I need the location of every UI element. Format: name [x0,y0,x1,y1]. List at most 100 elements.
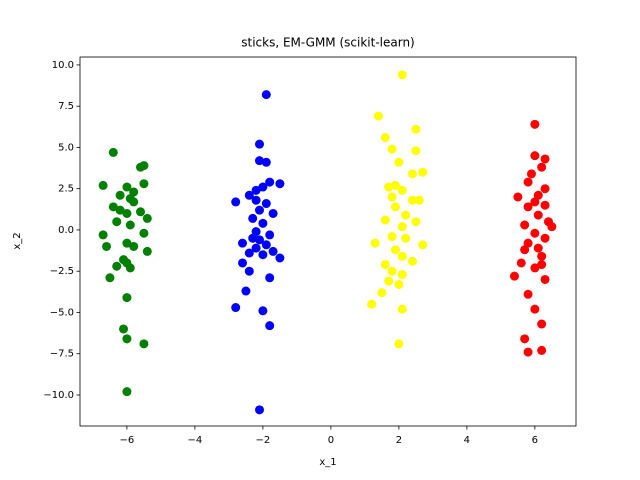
scatter-point [537,260,547,270]
scatter-point [251,195,261,205]
x-tick-label: 4 [464,435,470,446]
scatter-point [380,215,390,225]
scatter-point [407,195,417,205]
scatter-point [418,167,428,177]
x-tick-label: −2 [256,435,271,446]
scatter-point [530,263,540,273]
scatter-point [122,334,132,344]
scatter-point [136,207,146,217]
scatter-point [516,258,526,268]
scatter-point [238,238,248,248]
scatter-point [530,119,540,129]
scatter-point [418,240,428,250]
scatter-point [520,334,530,344]
scatter-point [394,279,404,289]
y-tick-label: 10.0 [52,60,74,71]
scatter-point [139,339,149,349]
scatter-point [397,270,407,280]
scatter-point [384,182,394,192]
scatter-point [244,266,254,276]
scatter-point [112,217,122,227]
y-tick-label: −2.5 [50,266,74,277]
scatter-point [254,156,264,166]
scatter-point [265,321,275,331]
scatter-point [268,208,278,218]
scatter-point [401,210,411,220]
scatter-point [254,235,264,245]
scatter-point [254,205,264,215]
scatter-point [540,200,550,210]
scatter-point [108,202,118,212]
scatter-point [115,190,125,200]
y-tick-label: −7.5 [50,349,74,360]
scatter-point [241,286,251,296]
scatter-point [530,151,540,161]
scatter-point [380,260,390,270]
scatter-point [397,70,407,80]
scatter-point [244,190,254,200]
scatter-point [142,213,152,223]
scatter-point [377,288,387,298]
scatter-point [537,162,547,172]
scatter-point [108,147,118,157]
scatter-point [390,202,400,212]
scatter-point [523,177,533,187]
scatter-point [407,256,417,266]
scatter-point [407,169,417,179]
scatter-point [105,273,115,283]
scatter-point [98,230,108,240]
plot-frame [79,56,577,427]
y-tick-label: 0.0 [58,225,74,236]
scatter-point [530,304,540,314]
y-tick-label: 5.0 [58,142,74,153]
scatter-point [261,157,271,167]
scatter-point [397,251,407,261]
scatter-point [397,185,407,195]
scatter-point [261,90,271,100]
scatter-point [523,238,533,248]
scatter-point [537,251,547,261]
scatter-point [265,273,275,283]
scatter-point [547,222,557,232]
scatter-point [98,180,108,190]
scatter-point [390,180,400,190]
scatter-point [540,274,550,284]
scatter-point [254,405,264,415]
scatter-point [373,111,383,121]
scatter-point [265,177,275,187]
scatter-point [122,238,132,248]
chart-title: sticks, EM-GMM (scikit-learn) [241,36,415,50]
scatter-point [520,245,530,255]
scatter-point [384,276,394,286]
scatter-point [520,220,530,230]
scatter-point [115,205,125,215]
x-tick-label: 6 [532,435,538,446]
scatter-point [533,190,543,200]
scatter-point [387,266,397,276]
scatter-point [397,304,407,314]
scatter-point [537,319,547,329]
scatter-point [238,258,248,268]
scatter-point [387,192,397,202]
scatter-point [248,233,258,243]
scatter-point [125,220,135,230]
scatter-point [367,299,377,309]
scatter-point [523,347,533,357]
x-tick-label: 0 [328,435,334,446]
scatter-point [251,243,261,253]
scatter-point [394,339,404,349]
scatter-point [265,230,275,240]
scatter-point [231,197,241,207]
x-tick-label: 2 [396,435,402,446]
scatter-point [533,210,543,220]
scatter-point [258,250,268,260]
scatter-point [122,387,132,397]
x-tick-label: −4 [188,435,203,446]
scatter-point [540,184,550,194]
scatter-point [122,258,132,268]
scatter-point [397,222,407,232]
scatter-point [540,233,550,243]
scatter-point [537,345,547,355]
